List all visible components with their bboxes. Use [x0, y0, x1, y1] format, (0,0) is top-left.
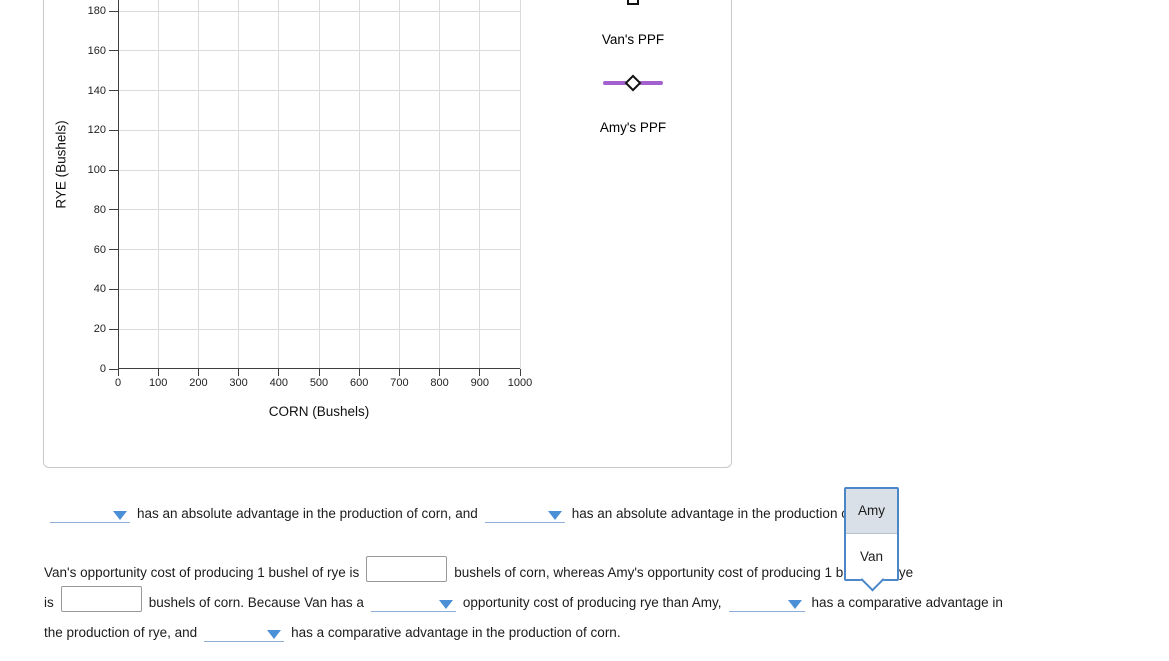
y-tick-label: 120 — [87, 124, 106, 137]
v-gridline — [157, 0, 159, 369]
y-tick-label: 100 — [87, 164, 106, 177]
v-gridline — [358, 0, 360, 369]
x-tick-mark — [278, 369, 280, 376]
van-ppf-legend-label: Van's PPF — [601, 32, 665, 47]
y-tick-mark — [109, 169, 118, 171]
van-ppf-legend-marker-partial — [627, 0, 639, 5]
v-gridline — [479, 0, 481, 369]
x-tick-mark — [439, 369, 441, 376]
v-gridline — [197, 0, 199, 369]
y-tick-label: 60 — [93, 243, 106, 256]
y-tick-label: 0 — [99, 363, 106, 375]
question-text: has an absolute advantage in the product… — [571, 506, 879, 521]
question-text: Van's opportunity cost of producing 1 bu… — [44, 565, 360, 580]
diamond-marker-icon — [624, 74, 642, 92]
y-tick-mark — [109, 90, 118, 92]
question-text: bushels of corn, whereas Amy's opportuni… — [454, 565, 914, 580]
question-text: has an absolute advantage in the product… — [137, 506, 478, 521]
y-tick-label: 20 — [93, 323, 106, 336]
y-tick-label: 80 — [93, 203, 106, 216]
y-tick-mark — [109, 288, 118, 290]
x-tick-mark — [117, 369, 119, 376]
y-tick-mark — [109, 328, 118, 330]
van-opportunity-cost-input[interactable] — [366, 556, 448, 582]
dropdown-absolute-advantage-corn[interactable] — [50, 503, 130, 523]
v-gridline — [278, 0, 280, 369]
v-gridline — [238, 0, 240, 369]
y-tick-label: 160 — [87, 44, 106, 57]
question-text: has a comparative advantage in the produ… — [291, 625, 621, 640]
x-tick-mark — [519, 369, 521, 376]
x-tick-label: 1000 — [507, 377, 533, 389]
question-sentence-1: has an absolute advantage in the product… — [44, 503, 879, 523]
dropdown-comparative-advantage-rye[interactable] — [728, 592, 805, 612]
ppf-plot-area: 0 20 40 60 80 100 120 140 160 180 0 100 200 300 400 500… — [88, 0, 532, 389]
y-tick-label: 140 — [87, 84, 106, 97]
chevron-down-icon[interactable] — [113, 511, 127, 520]
chevron-down-icon[interactable] — [438, 600, 453, 609]
y-tick-mark — [109, 368, 118, 370]
dropdown-options-list: Amy Van — [846, 489, 897, 579]
chevron-down-icon[interactable] — [267, 630, 282, 639]
dropdown-higher-lower-cost[interactable] — [370, 592, 456, 612]
question-sentence-3: is bushels of corn. Because Van has a op… — [44, 586, 1003, 612]
y-tick-mark — [109, 10, 118, 12]
x-tick-mark — [157, 369, 159, 376]
dropdown-options-popup: Amy Van — [844, 487, 899, 592]
dropdown-comparative-advantage-corn[interactable] — [204, 622, 285, 642]
question-text: the production of rye, and — [44, 625, 198, 640]
chevron-down-icon[interactable] — [787, 600, 802, 609]
y-tick-label: 180 — [87, 5, 106, 17]
x-axis-line — [118, 368, 520, 369]
x-tick-label: 600 — [350, 377, 369, 389]
y-tick-mark — [109, 129, 118, 131]
x-tick-label: 300 — [229, 377, 248, 389]
y-tick-mark — [109, 50, 118, 52]
x-tick-mark — [398, 369, 400, 376]
question-sentence-2: Van's opportunity cost of producing 1 bu… — [44, 556, 913, 582]
x-tick-mark — [197, 369, 199, 376]
x-tick-mark — [238, 369, 240, 376]
question-text: opportunity cost of producing rye than A… — [462, 595, 722, 610]
amy-opportunity-cost-input[interactable] — [60, 586, 142, 612]
v-gridline — [398, 0, 400, 369]
y-tick-mark — [109, 209, 118, 211]
x-tick-mark — [358, 369, 360, 376]
y-tick-label: 40 — [93, 283, 106, 296]
question-text: is — [44, 595, 54, 610]
x-axis-title: CORN (Bushels) — [268, 404, 370, 419]
x-tick-mark — [479, 369, 481, 376]
dropdown-option-amy[interactable]: Amy — [846, 489, 897, 534]
question-text: has a comparative advantage in — [811, 595, 1003, 610]
question-text: bushels of corn. Because Van has a — [148, 595, 364, 610]
x-tick-label: 0 — [114, 377, 122, 389]
x-tick-label: 400 — [269, 377, 288, 389]
dropdown-option-van[interactable]: Van — [846, 534, 897, 579]
chevron-down-icon[interactable] — [547, 511, 562, 520]
v-gridline — [318, 0, 320, 369]
dropdown-absolute-advantage-rye[interactable] — [484, 503, 565, 523]
amy-ppf-legend-label: Amy's PPF — [599, 120, 667, 135]
graph-panel: 0 20 40 60 80 100 120 140 160 180 0 100 200 300 400 500… — [43, 0, 732, 468]
v-gridline — [439, 0, 441, 369]
x-tick-label: 700 — [390, 377, 409, 389]
x-tick-label: 100 — [149, 377, 168, 389]
x-tick-label: 800 — [430, 377, 449, 389]
x-tick-label: 500 — [309, 377, 329, 389]
v-gridline — [519, 0, 521, 369]
y-axis-line — [118, 0, 119, 369]
question-sentence-4: the production of rye, and has a compara… — [44, 622, 621, 642]
x-tick-mark — [318, 369, 320, 376]
x-tick-label: 900 — [470, 377, 489, 389]
x-tick-label: 200 — [189, 377, 208, 389]
y-tick-mark — [109, 249, 118, 251]
